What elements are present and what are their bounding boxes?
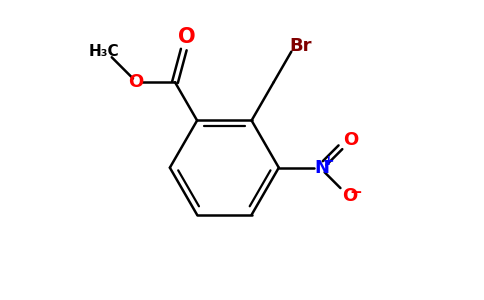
Text: O: O [342, 187, 357, 205]
Text: N: N [314, 159, 329, 177]
Text: O: O [178, 27, 196, 47]
Text: Br: Br [289, 37, 311, 55]
Text: H₃C: H₃C [89, 44, 120, 59]
Text: O: O [129, 73, 144, 91]
Text: +: + [322, 154, 334, 168]
Text: −: − [350, 184, 363, 200]
Text: O: O [343, 131, 358, 149]
